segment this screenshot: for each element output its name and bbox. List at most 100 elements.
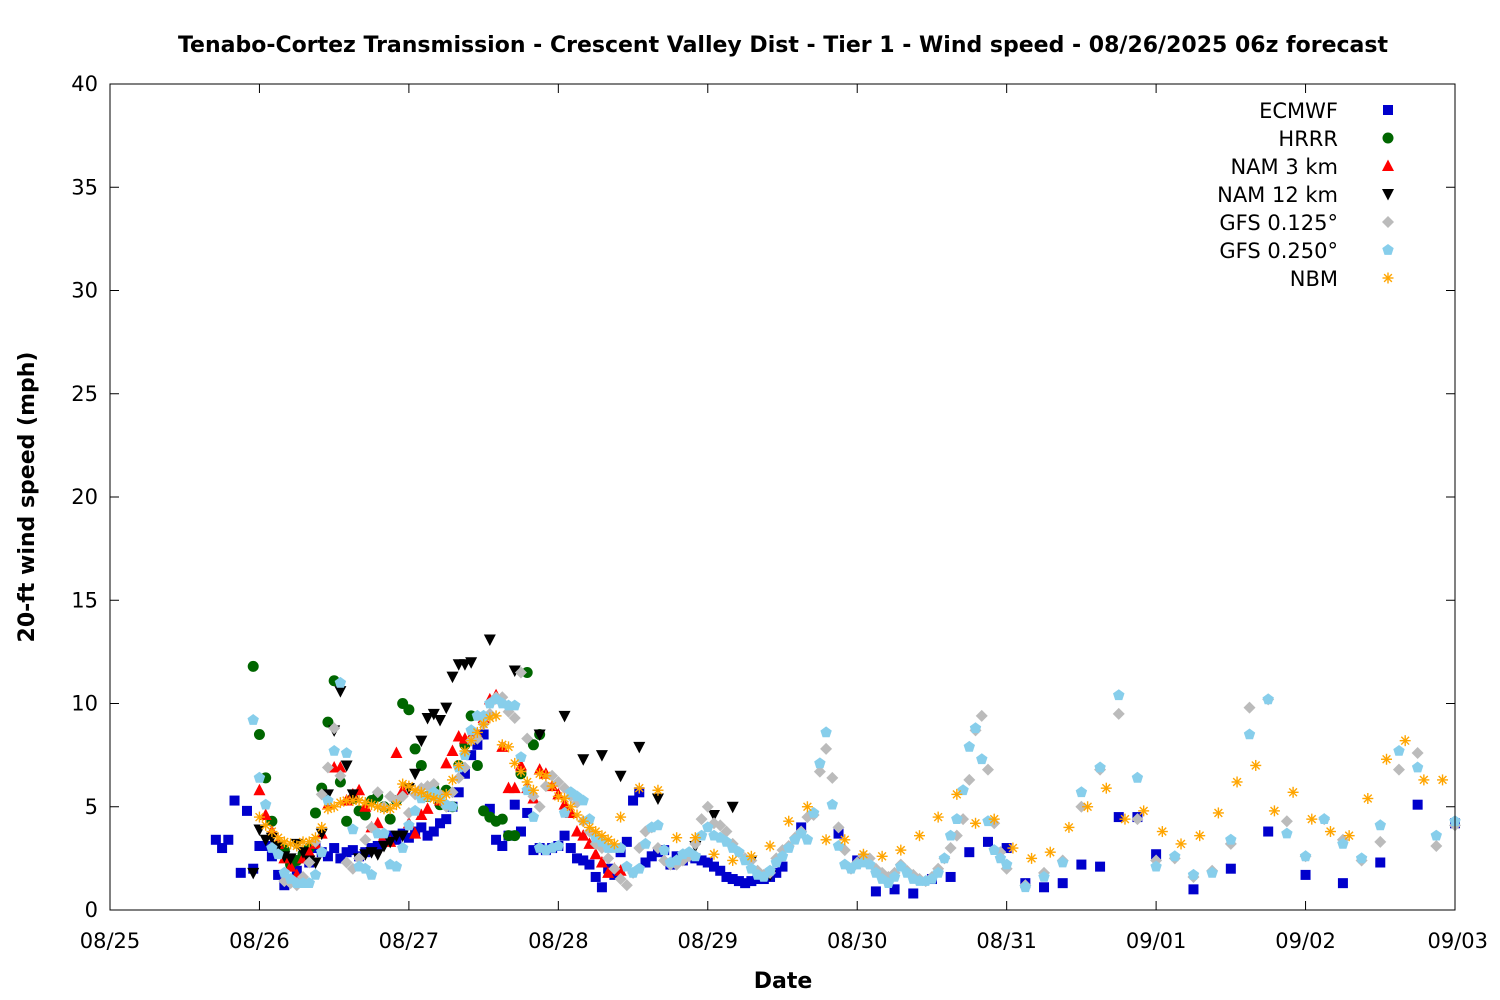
- data-point: [1169, 850, 1181, 862]
- data-point: [1007, 842, 1019, 854]
- data-point: [1281, 827, 1293, 839]
- data-point: [446, 744, 459, 756]
- data-point: [527, 739, 539, 751]
- data-point: [814, 757, 826, 769]
- x-tick-label: 08/31: [976, 929, 1037, 953]
- data-point: [384, 813, 396, 825]
- data-point: [1063, 821, 1075, 833]
- data-point: [944, 842, 957, 855]
- data-point: [1392, 763, 1405, 776]
- data-point: [572, 853, 583, 864]
- data-point: [721, 871, 732, 882]
- y-tick-label: 15: [71, 588, 98, 612]
- data-point: [640, 857, 651, 868]
- data-point: [764, 864, 776, 876]
- data-point: [1318, 813, 1330, 824]
- data-point: [590, 826, 602, 838]
- data-point: [1001, 843, 1012, 854]
- data-point: [1076, 859, 1087, 870]
- data-point: [527, 811, 540, 822]
- data-point: [465, 735, 477, 747]
- data-point: [1411, 747, 1424, 760]
- data-point: [322, 851, 333, 862]
- data-point: [409, 804, 421, 816]
- data-point: [633, 782, 645, 794]
- data-point: [409, 827, 422, 839]
- data-point: [483, 634, 496, 646]
- legend: ECMWF HRRR NAM 3 km NAM 12 km GFS 0.125° GFS …: [1217, 99, 1394, 291]
- data-point: [328, 801, 340, 813]
- data-point: [515, 766, 527, 778]
- data-point: [1188, 884, 1199, 895]
- data-point: [777, 861, 788, 872]
- data-point: [870, 886, 881, 897]
- data-point: [508, 665, 521, 677]
- data-point: [316, 846, 328, 857]
- data-point: [702, 857, 713, 868]
- series-gfs-0-250-: [247, 676, 1461, 893]
- data-point: [503, 741, 515, 753]
- data-point: [1112, 707, 1125, 720]
- data-points: [210, 634, 1461, 899]
- data-point: [416, 822, 427, 833]
- data-point: [783, 842, 795, 853]
- data-point: [415, 786, 427, 798]
- x-tick-label: 08/26: [229, 929, 290, 953]
- data-point: [1280, 815, 1293, 828]
- data-point: [1150, 860, 1162, 872]
- x-axis-label: Date: [754, 969, 813, 994]
- data-point: [235, 867, 246, 878]
- data-point: [409, 768, 422, 781]
- series-nbm: [253, 710, 1449, 866]
- data-point: [957, 784, 969, 796]
- data-point: [390, 860, 403, 872]
- data-point: [452, 771, 465, 784]
- data-point: [359, 809, 371, 821]
- data-point: [1263, 826, 1274, 837]
- data-point: [403, 819, 415, 831]
- data-point: [709, 861, 720, 872]
- data-point: [583, 821, 595, 833]
- data-point: [309, 832, 321, 844]
- data-point: [595, 750, 608, 762]
- data-point: [321, 761, 334, 774]
- data-point: [708, 810, 721, 822]
- data-point: [334, 676, 347, 688]
- data-point: [969, 722, 982, 734]
- data-point: [715, 865, 726, 876]
- data-point: [733, 876, 744, 887]
- y-tick-label: 30: [71, 279, 98, 303]
- data-point: [558, 710, 571, 723]
- data-point: [453, 759, 465, 771]
- data-point: [1381, 753, 1393, 765]
- data-point: [440, 756, 453, 769]
- data-point: [832, 821, 845, 834]
- x-tick-label: 09/03: [1427, 929, 1488, 953]
- data-point: [266, 851, 277, 862]
- data-point: [1206, 866, 1218, 878]
- data-point: [484, 803, 495, 814]
- data-point: [335, 853, 346, 864]
- data-point: [341, 847, 352, 858]
- data-point: [1057, 878, 1068, 889]
- data-point: [340, 760, 353, 772]
- data-point: [988, 844, 1000, 855]
- data-point: [714, 819, 727, 832]
- data-point: [322, 716, 334, 728]
- data-point: [826, 798, 838, 810]
- x-tick-label: 08/30: [827, 929, 888, 953]
- data-point: [1287, 786, 1299, 798]
- data-point: [577, 829, 590, 841]
- data-point: [1019, 881, 1032, 893]
- data-point: [602, 834, 614, 846]
- data-point: [223, 834, 234, 845]
- data-point: [253, 811, 265, 823]
- x-tick-label: 09/02: [1275, 929, 1336, 953]
- data-point: [982, 836, 993, 847]
- data-point: [963, 773, 976, 786]
- data-point: [1194, 830, 1206, 842]
- data-point: [1374, 835, 1387, 848]
- data-point: [421, 802, 434, 814]
- data-point: [1119, 813, 1131, 825]
- data-point: [975, 709, 988, 722]
